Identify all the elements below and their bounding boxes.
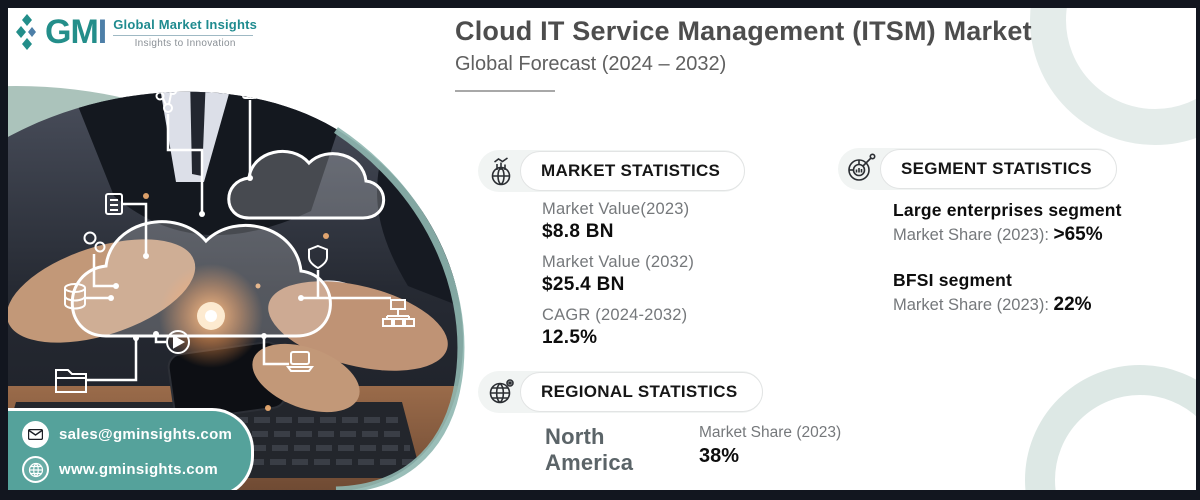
globe-icon	[22, 456, 49, 483]
decorative-ring-bottom-right	[1025, 365, 1200, 500]
pie-magnifier-icon	[838, 148, 884, 190]
contact-email[interactable]: sales@gminsights.com	[59, 426, 233, 443]
page-title: Cloud IT Service Management (ITSM) Marke…	[455, 16, 1032, 46]
segment-share-label: Market Share (2023):	[893, 296, 1054, 314]
market-statistics-header: MARKET STATISTICS	[478, 150, 746, 192]
envelope-icon	[22, 421, 49, 448]
market-value-2032: Market Value (2032) $25.4 BN	[542, 253, 695, 295]
gmi-diamonds-icon	[16, 14, 36, 50]
segment-statistics-header: SEGMENT STATISTICS	[838, 148, 1117, 190]
contact-email-row[interactable]: sales@gminsights.com	[22, 421, 235, 448]
market-statistics-heading: MARKET STATISTICS	[520, 151, 746, 191]
subtitle-underline	[455, 90, 555, 93]
junction-dots	[108, 175, 304, 341]
regional-statistics-header: REGIONAL STATISTICS	[478, 371, 763, 413]
video-play-icon	[166, 330, 190, 354]
segment-statistics-heading: SEGMENT STATISTICS	[880, 149, 1117, 189]
database-icon	[64, 283, 86, 310]
page-subtitle: Global Forecast (2024 – 2032)	[455, 53, 727, 76]
bfsi-segment: BFSI segment Market Share (2023): 22%	[893, 270, 1092, 315]
region-share-label: Market Share (2023)	[699, 424, 842, 441]
contact-website[interactable]: www.gminsights.com	[59, 461, 219, 478]
cloud-outline-graphics	[70, 149, 386, 338]
box-icon	[242, 91, 258, 99]
document-icon	[105, 193, 123, 215]
regional-statistics-content: North America Market Share (2023) 38%	[545, 424, 841, 476]
segment-statistics-content: Large enterprises segment Market Share (…	[893, 200, 1193, 316]
laptop-icon	[286, 351, 314, 372]
shield-icon	[308, 244, 328, 270]
logo-text: GMI	[45, 13, 107, 51]
cagr-2024-2032: CAGR (2024-2032) 12.5%	[542, 306, 688, 348]
segment-share-value: >65%	[1053, 224, 1103, 245]
segment-share-label: Market Share (2023):	[893, 226, 1054, 244]
segment-share-value: 22%	[1053, 294, 1092, 315]
folder-tree-icon	[382, 299, 415, 327]
contact-website-row[interactable]: www.gminsights.com	[22, 456, 235, 483]
contact-panel: sales@gminsights.com www.gminsights.com	[8, 408, 254, 498]
globe-bar-chart-icon	[478, 150, 524, 192]
globe-pin-icon	[478, 371, 524, 413]
brand-name: Global Market Insights	[113, 17, 258, 32]
brand-tagline: Insights to Innovation	[134, 38, 236, 49]
regional-statistics-heading: REGIONAL STATISTICS	[520, 372, 763, 412]
gmi-logo: GMI Global Market Insights Insights to I…	[16, 12, 257, 52]
region-share: Market Share (2023) 38%	[699, 424, 841, 476]
region-name: North America	[545, 424, 634, 475]
folder-icon	[55, 369, 87, 393]
chat-bubbles-icon	[83, 231, 106, 253]
market-statistics-content: Market Value(2023) $8.8 BN Market Value …	[542, 200, 694, 359]
teal-edge-arc	[334, 127, 465, 492]
market-value-2023: Market Value(2023) $8.8 BN	[542, 200, 690, 242]
large-enterprises-segment: Large enterprises segment Market Share (…	[893, 200, 1122, 245]
region-share-value: 38%	[699, 445, 740, 467]
logo-divider	[113, 35, 254, 36]
